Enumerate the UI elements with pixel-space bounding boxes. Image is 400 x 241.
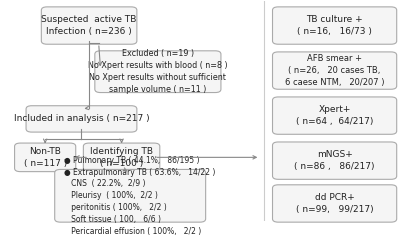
FancyBboxPatch shape <box>272 52 397 89</box>
Text: mNGS+
( n=86 ,   86/217): mNGS+ ( n=86 , 86/217) <box>294 150 375 171</box>
FancyBboxPatch shape <box>272 7 397 44</box>
Text: dd PCR+
( n=99,   99/217): dd PCR+ ( n=99, 99/217) <box>296 193 374 214</box>
FancyBboxPatch shape <box>41 7 137 44</box>
Text: AFB smear +
( n=26,   20 cases TB,
6 caese NTM,   20/207 ): AFB smear + ( n=26, 20 cases TB, 6 caese… <box>285 54 384 87</box>
FancyBboxPatch shape <box>26 106 137 132</box>
Text: Excluded ( n=19 )
No Xpert results with blood ( n=8 )
No Xpert results without s: Excluded ( n=19 ) No Xpert results with … <box>88 49 228 94</box>
Text: ● Pulmonary TB ( 44.1%,   86/195 )
● Extrapulmonary TB ( 63.6%,   14/22 )
   CNS: ● Pulmonary TB ( 44.1%, 86/195 ) ● Extra… <box>64 156 216 236</box>
Text: Included in analysis ( n=217 ): Included in analysis ( n=217 ) <box>14 114 149 123</box>
FancyBboxPatch shape <box>83 143 160 172</box>
Text: Identifying TB
( n=100 ): Identifying TB ( n=100 ) <box>90 147 153 168</box>
FancyBboxPatch shape <box>55 169 206 222</box>
Text: Xpert+
( n=64 ,  64/217): Xpert+ ( n=64 , 64/217) <box>296 105 373 126</box>
FancyBboxPatch shape <box>272 97 397 134</box>
FancyBboxPatch shape <box>272 142 397 179</box>
Text: Non-TB
( n=117 ): Non-TB ( n=117 ) <box>24 147 67 168</box>
Text: Suspected  active TB
Infection ( n=236 ): Suspected active TB Infection ( n=236 ) <box>42 15 137 36</box>
FancyBboxPatch shape <box>95 51 221 93</box>
Text: TB culture +
( n=16,   16/73 ): TB culture + ( n=16, 16/73 ) <box>297 15 372 36</box>
FancyBboxPatch shape <box>14 143 76 172</box>
FancyBboxPatch shape <box>272 185 397 222</box>
